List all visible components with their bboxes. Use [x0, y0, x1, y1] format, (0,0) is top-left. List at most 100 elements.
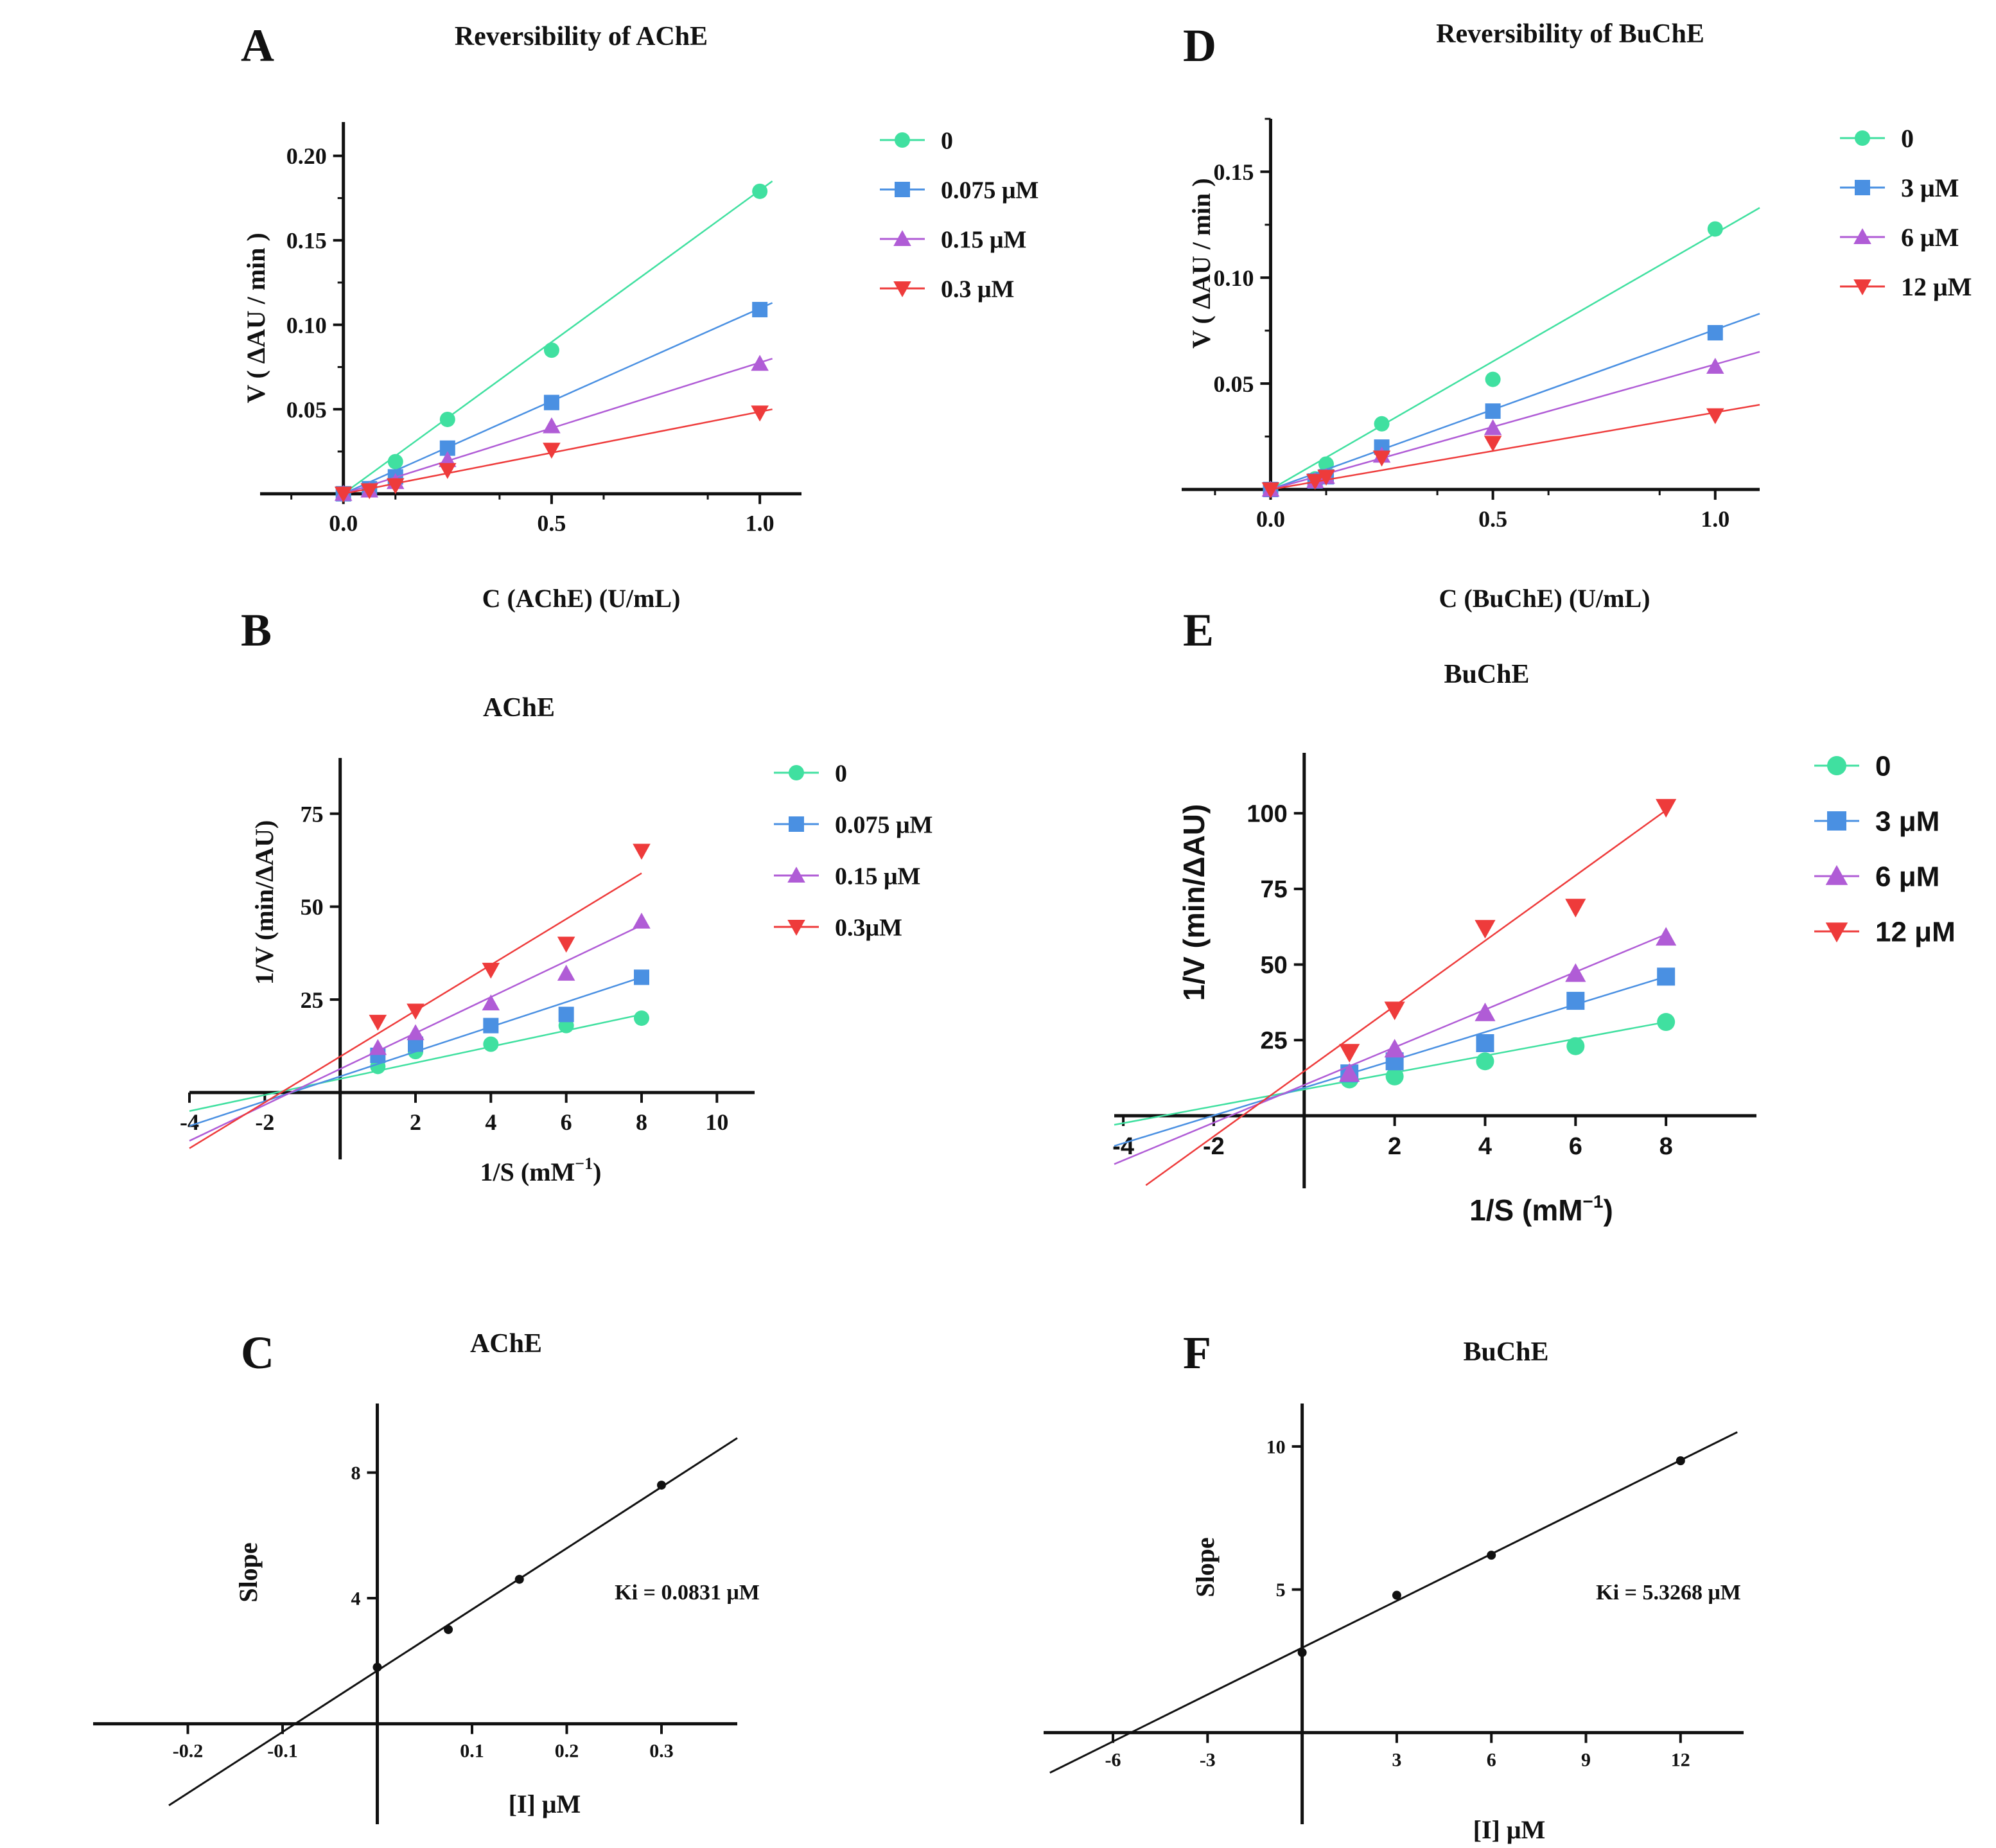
- panel-d-series-3-point: [1484, 436, 1502, 452]
- panel-e-series-2-point: [1475, 1002, 1496, 1021]
- panel-f: F BuChE [I] μM Slope Ki = 5.3268 μM -6 -3…: [1044, 1327, 1744, 1844]
- panel-f-x-tick-label: 3: [1392, 1749, 1401, 1770]
- panel-d-legend-marker: [1853, 279, 1871, 295]
- panel-b-x-tick-label: -2: [255, 1109, 274, 1135]
- panel-d-series-1-fit-line: [1270, 313, 1760, 491]
- panel-a-letter: A: [241, 20, 274, 71]
- panel-c-y-tick-label: 4: [351, 1588, 361, 1610]
- panel-b-legend-marker: [789, 765, 804, 780]
- panel-e-series-0-point: [1566, 1037, 1585, 1055]
- panel-e-series-2-point: [1384, 1039, 1405, 1058]
- panel-a-legend-marker: [895, 182, 910, 197]
- panel-a-y-axis-label: V ( ΔAU / min ): [241, 233, 270, 403]
- panel-e-series-0-point: [1476, 1052, 1494, 1071]
- panel-f-series-0-point: [1392, 1590, 1401, 1600]
- panel-b-series-0: [189, 1010, 649, 1112]
- panel-b-series-2-point: [557, 964, 575, 981]
- panel-c-x-tick-label: 0.2: [555, 1741, 579, 1762]
- panel-a-series-0-fit-line: [342, 180, 773, 495]
- panel-c-title: AChE: [470, 1329, 542, 1359]
- panel-e-series-3-point: [1565, 899, 1586, 918]
- panel-d-y-axis-label: V ( ΔAU / min ): [1187, 178, 1216, 348]
- panel-d-series-1: [1263, 313, 1760, 498]
- panel-e-x-axis-label-main: 1/S (mM: [1469, 1193, 1582, 1227]
- panel-d-series-3-point: [1706, 408, 1724, 425]
- panel-a-legend-label: 0.15 μM: [941, 226, 1026, 253]
- panel-b-y-axis-label: 1/V (min/ΔAU): [250, 820, 279, 985]
- panel-b-series-1-point: [558, 1007, 574, 1023]
- panel-b-series-3-point: [369, 1014, 387, 1031]
- panel-e-y-tick-label: 75: [1260, 876, 1287, 903]
- panel-d-series-1-point: [1485, 403, 1501, 419]
- panel-b-x-tick-label: 2: [410, 1109, 421, 1135]
- panel-d-title: Reversibility of BuChE: [1436, 19, 1704, 49]
- panel-b: B AChE 1/S (mM−1) 1/V (min/ΔAU) -4 -2 2 4 6 8…: [180, 604, 932, 1186]
- panel-b-series-1-point: [634, 969, 649, 985]
- panel-d-legend-label: 3 μM: [1901, 173, 1959, 202]
- panel-d-series-3: [1261, 403, 1760, 498]
- panel-e-series-2-point: [1565, 963, 1586, 982]
- panel-a-legend: 0 0.075 μM 0.15 μM 0.3 μM: [880, 127, 1038, 303]
- panel-c: C AChE [I] μM Slope Ki = 0.0831 μM -0.2 -…: [93, 1327, 760, 1824]
- panel-a-series-3-point: [360, 483, 379, 500]
- panel-b-series-3-point: [407, 1003, 425, 1020]
- panel-e-legend-marker: [1827, 811, 1846, 831]
- panel-b-y-tick-label: 75: [301, 801, 324, 827]
- panel-d-x-tick-label: 0.0: [1256, 506, 1285, 532]
- panel-e-letter: E: [1183, 604, 1214, 656]
- panel-e-series-3-point: [1339, 1044, 1360, 1063]
- panel-b-legend-marker: [787, 919, 805, 936]
- panel-f-series-0-point: [1297, 1648, 1307, 1657]
- panel-e-series-0-point: [1657, 1013, 1676, 1032]
- panel-a-series-1: [335, 301, 773, 502]
- panel-b-x-tick-label: 4: [485, 1109, 496, 1135]
- panel-d-legend-label: 0: [1901, 124, 1914, 153]
- panel-b-y-tick-label: 50: [301, 894, 324, 920]
- panel-e-title: BuChE: [1444, 660, 1529, 689]
- panel-b-series-2-point: [482, 994, 500, 1010]
- panel-c-x-tick-label: 0.1: [460, 1741, 484, 1762]
- panel-e-legend-label: 3 μM: [1875, 805, 1939, 837]
- panel-f-letter: F: [1183, 1327, 1211, 1378]
- panel-d-legend-label: 12 μM: [1901, 272, 1972, 301]
- panel-b-legend-label: 0.075 μM: [835, 811, 932, 838]
- panel-a-series-3-fit-line: [343, 408, 773, 495]
- panel-a-series-1-point: [752, 301, 768, 317]
- panel-e-series-1-point: [1476, 1034, 1494, 1052]
- panel-d-legend-label: 6 μM: [1901, 223, 1959, 252]
- panel-e-y-tick-label: 100: [1247, 800, 1287, 827]
- panel-c-x-axis-label: [I] μM: [509, 1790, 581, 1818]
- panel-c-y-axis-label: Slope: [234, 1542, 263, 1602]
- panel-a-series-0-point: [752, 183, 768, 199]
- panel-a-series-0-point: [543, 342, 559, 358]
- panel-a-legend-label: 0.3 μM: [941, 276, 1014, 303]
- panel-e-legend-label: 0: [1875, 750, 1891, 782]
- panel-f-x-tick-label: -6: [1105, 1749, 1121, 1770]
- panel-a-y-tick-label: 0.15: [286, 228, 327, 254]
- panel-b-legend: 0 0.075 μM 0.15 μM 0.3μM: [774, 760, 932, 941]
- panel-d-y-tick-label: 0.15: [1213, 159, 1254, 185]
- panel-e-legend-label: 12 μM: [1875, 916, 1956, 947]
- panel-f-x-tick-label: 6: [1487, 1749, 1496, 1770]
- panel-d-series-2-point: [1484, 419, 1502, 436]
- panel-d-x-axis-label: C (BuChE) (U/mL): [1439, 584, 1650, 613]
- panel-a-series-3-point: [751, 405, 769, 422]
- panel-e-x-tick-label: 8: [1659, 1133, 1673, 1160]
- panel-d-letter: D: [1183, 20, 1216, 71]
- panel-e-series-3: [1145, 798, 1677, 1186]
- panel-d-y-tick-label: 0.05: [1213, 371, 1254, 397]
- panel-a-x-axis-label: C (AChE) (U/mL): [482, 584, 681, 613]
- panel-d: D Reversibility of BuChE C (BuChE) (U/mL…: [1182, 19, 1972, 613]
- panel-b-x-tick-label: 6: [561, 1109, 572, 1135]
- panel-f-x-tick-label: -3: [1200, 1749, 1216, 1770]
- panel-b-legend-label: 0: [835, 760, 847, 787]
- panel-e-x-tick-label: 2: [1388, 1133, 1401, 1160]
- panel-a-legend-label: 0.075 μM: [941, 177, 1038, 204]
- panel-b-y-tick-label: 25: [301, 987, 324, 1013]
- panel-e-series-3-point: [1656, 798, 1677, 818]
- panel-b-series-2: [189, 912, 651, 1142]
- panel-e-series-1-point: [1657, 967, 1676, 986]
- panel-a-series-0-point: [387, 453, 403, 470]
- panel-e-series-3-fit-line: [1145, 809, 1667, 1186]
- panel-a-y-tick-label: 0.05: [286, 397, 327, 423]
